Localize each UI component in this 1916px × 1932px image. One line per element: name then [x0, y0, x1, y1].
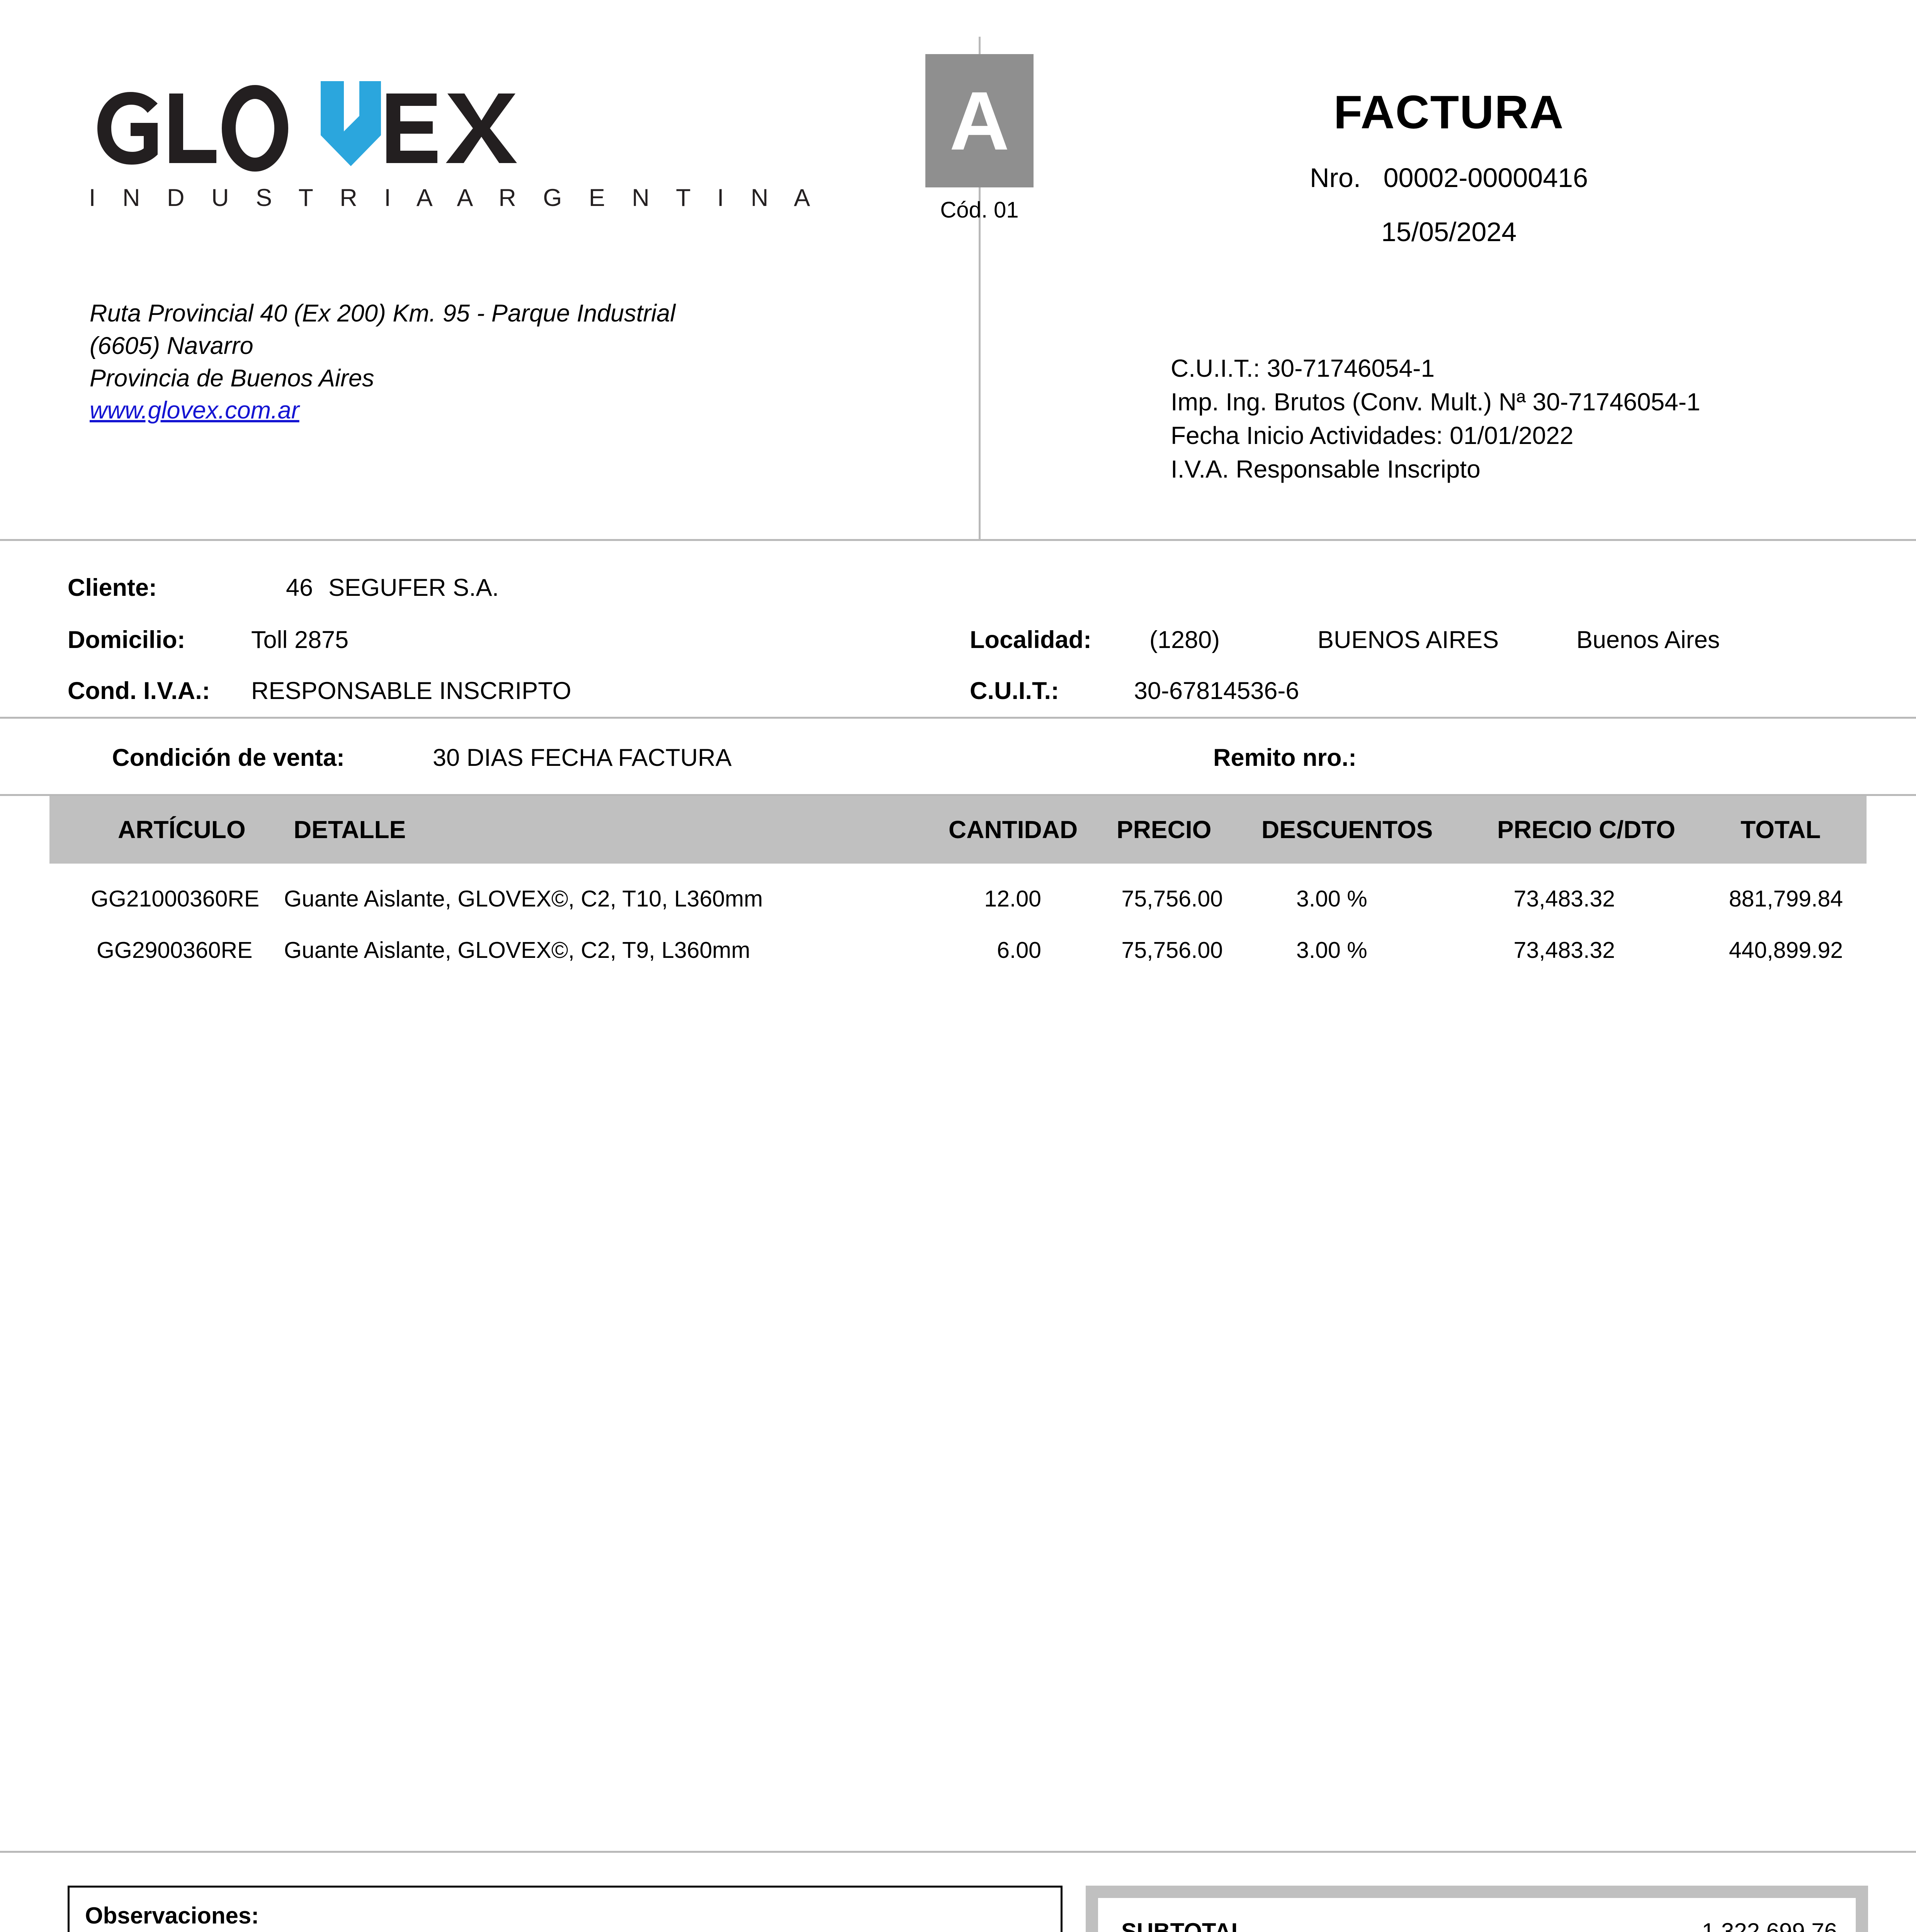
- invoice-number-value: 00002-00000416: [1383, 163, 1588, 193]
- column-header-descuentos: DESCUENTOS: [1261, 816, 1433, 844]
- localidad-city: BUENOS AIRES: [1318, 626, 1499, 653]
- client-section-top-rule: [0, 539, 1916, 541]
- condicion-venta-label: Condición de venta:: [112, 744, 345, 771]
- fiscal-ing-brutos: Imp. Ing. Brutos (Conv. Mult.) Nª 30-717…: [1171, 388, 1700, 416]
- cliente-code: 46: [286, 574, 313, 601]
- cell-total: 881,799.84: [1729, 886, 1843, 912]
- subtotal-label: SUBTOTAL: [1121, 1918, 1246, 1932]
- cliente-name: SEGUFER S.A.: [328, 574, 499, 601]
- invoice-class-box: A: [925, 54, 1034, 187]
- column-header-detalle: DETALLE: [294, 816, 406, 844]
- column-header-total: TOTAL: [1741, 816, 1821, 844]
- condicion-venta-value: 30 DIAS FECHA FACTURA: [433, 744, 732, 771]
- cell-descuentos: 3.00 %: [1296, 886, 1367, 912]
- fiscal-cuit: C.U.I.T.: 30-71746054-1: [1171, 354, 1435, 382]
- totals-inner: SUBTOTAL 1,322,699.76 NETO 1,322,699.76 …: [1098, 1898, 1856, 1932]
- subtotal-value: 1,322,699.76: [1702, 1918, 1837, 1932]
- totals-panel: SUBTOTAL 1,322,699.76 NETO 1,322,699.76 …: [1086, 1886, 1868, 1932]
- localidad-province: Buenos Aires: [1576, 626, 1720, 653]
- cell-detalle: Guante Aislante, GLOVEX©, C2, T10, L360m…: [284, 886, 763, 912]
- fiscal-inicio-actividades: Fecha Inicio Actividades: 01/01/2022: [1171, 422, 1574, 450]
- client-section-bottom-rule: [0, 717, 1916, 719]
- invoice-number: Nro. 00002-00000416: [1198, 162, 1700, 193]
- invoice-title: FACTURA: [1333, 86, 1564, 138]
- client-cuit-value: 30-67814536-6: [1134, 677, 1299, 704]
- cell-precio-cdto: 73,483.32: [1513, 886, 1615, 912]
- fiscal-info: C.U.I.T.: 30-71746054-1 Imp. Ing. Brutos…: [1171, 352, 1700, 486]
- column-header-precio: PRECIO: [1117, 816, 1212, 844]
- remito-label: Remito nro.:: [1213, 744, 1357, 771]
- invoice-date: 15/05/2024: [1381, 217, 1517, 247]
- localidad-label: Localidad:: [970, 626, 1092, 653]
- observations-box: Observaciones: Item 1 / OC N° 00000-0034…: [68, 1886, 1063, 1932]
- observations-title: Observaciones:: [85, 1903, 259, 1929]
- address-line-3: Provincia de Buenos Aires: [90, 364, 374, 392]
- cliente-label: Cliente:: [68, 574, 157, 601]
- cell-detalle: Guante Aislante, GLOVEX©, C2, T9, L360mm: [284, 937, 750, 963]
- glovex-wordmark-icon: [97, 81, 517, 172]
- cell-articulo: GG21000360RE: [91, 886, 260, 912]
- cell-cantidad: 12.00: [984, 886, 1041, 912]
- company-logo: I N D U S T R I A A R G E N T I N A: [89, 77, 820, 212]
- localidad-cp: (1280): [1149, 626, 1220, 653]
- domicilio-value: Toll 2875: [251, 626, 349, 653]
- cell-cantidad: 6.00: [997, 937, 1041, 963]
- company-website-link[interactable]: www.glovex.com.ar: [90, 397, 299, 424]
- domicilio-label: Domicilio:: [68, 626, 185, 653]
- items-table-header-band: [49, 796, 1867, 864]
- company-logo-subtitle: I N D U S T R I A A R G E N T I N A: [89, 184, 820, 211]
- header-vertical-divider: [979, 37, 981, 539]
- company-address: Ruta Provincial 40 (Ex 200) Km. 95 - Par…: [90, 298, 675, 427]
- sale-conditions-bottom-rule: [0, 794, 1916, 796]
- client-cuit-label: C.U.I.T.:: [970, 677, 1059, 704]
- cell-articulo: GG2900360RE: [97, 937, 253, 963]
- address-line-1: Ruta Provincial 40 (Ex 200) Km. 95 - Par…: [90, 300, 676, 327]
- address-line-2: (6605) Navarro: [90, 332, 253, 359]
- fiscal-iva-condition: I.V.A. Responsable Inscripto: [1171, 455, 1481, 483]
- invoice-header: I N D U S T R I A A R G E N T I N A Ruta…: [0, 0, 1916, 541]
- cell-precio: 75,756.00: [1121, 937, 1223, 963]
- cond-iva-label: Cond. I.V.A.:: [68, 677, 210, 704]
- cell-precio: 75,756.00: [1121, 886, 1223, 912]
- bottom-section-rule: [0, 1851, 1916, 1853]
- column-header-precio-cdto: PRECIO C/DTO: [1497, 816, 1676, 844]
- cell-descuentos: 3.00 %: [1296, 937, 1367, 963]
- cond-iva-value: RESPONSABLE INSCRIPTO: [251, 677, 571, 704]
- cell-total: 440,899.92: [1729, 937, 1843, 963]
- column-header-cantidad: CANTIDAD: [949, 816, 1078, 844]
- invoice-number-label: Nro.: [1309, 163, 1361, 193]
- column-header-articulo: ARTÍCULO: [118, 816, 246, 844]
- invoice-class-code: Cód. 01: [940, 197, 1019, 223]
- cell-precio-cdto: 73,483.32: [1513, 937, 1615, 963]
